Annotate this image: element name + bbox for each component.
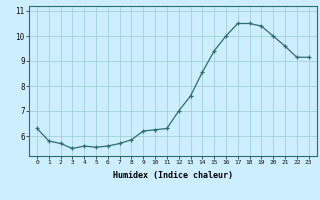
X-axis label: Humidex (Indice chaleur): Humidex (Indice chaleur) — [113, 171, 233, 180]
